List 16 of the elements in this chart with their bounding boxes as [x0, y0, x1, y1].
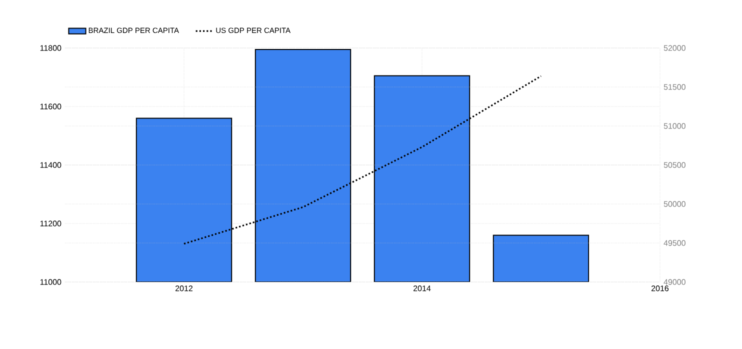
y-tick-label: 11600 — [40, 104, 62, 110]
y-tick-label: 11000 — [40, 279, 62, 285]
x-tick-label: 2016 — [652, 286, 669, 292]
y2-tick-label: 51000 — [664, 123, 686, 129]
y2-tick-label: 50500 — [664, 162, 686, 168]
x-tick-label: 2012 — [176, 286, 192, 292]
y2-tick-label: 51500 — [664, 84, 686, 90]
y2-tick-label: 49000 — [664, 279, 686, 285]
y2-tick-label: 50000 — [664, 201, 686, 207]
y-tick-label: 11400 — [40, 162, 62, 168]
x-tick-label: 2014 — [414, 286, 431, 292]
y2-tick-label: 52000 — [664, 45, 686, 51]
y2-tick-label: 49500 — [664, 240, 686, 246]
y-tick-label: 11200 — [40, 220, 62, 226]
y-tick-label: 11800 — [40, 45, 62, 51]
line-series — [183, 75, 542, 245]
